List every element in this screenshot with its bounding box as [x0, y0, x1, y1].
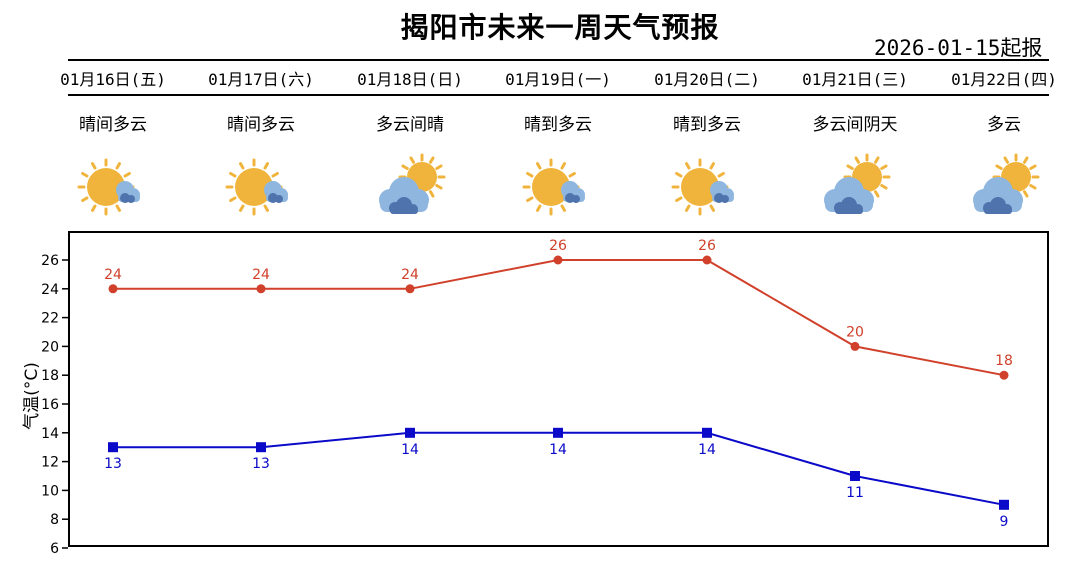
- y-tick-label: 18: [41, 368, 59, 384]
- day-date: 01月21日(三): [802, 70, 908, 89]
- cloudy-sunny-icon: [815, 152, 895, 222]
- y-tick-label: 22: [41, 311, 59, 327]
- y-tick-label: 26: [41, 253, 59, 269]
- high-temp-label: 26: [549, 238, 567, 254]
- sunny-partly-cloudy-icon: [518, 152, 598, 222]
- cloudy-sunny-icon: [370, 152, 450, 222]
- low-temp-label: 13: [252, 456, 270, 472]
- high-temp-point: [553, 255, 563, 265]
- high-temp-point: [850, 341, 860, 351]
- low-temp-label: 13: [104, 456, 122, 472]
- high-temp-label: 20: [846, 324, 864, 340]
- low-temp-point: [999, 499, 1009, 510]
- low-temp-label: 11: [846, 485, 864, 501]
- cloudy-sunny-icon: [964, 152, 1044, 222]
- y-tick-label: 8: [50, 512, 59, 528]
- y-tick-label: 20: [41, 339, 59, 355]
- y-tick-label: 14: [41, 426, 59, 442]
- low-temp-point: [553, 427, 563, 438]
- y-axis: 6 8 10 12 14 16 18 20 22 24 26 气温(°C): [22, 253, 68, 557]
- day-condition: 晴间多云: [79, 115, 147, 135]
- high-temp-label: 26: [698, 238, 716, 254]
- sunny-partly-cloudy-icon: [667, 152, 747, 222]
- page-title: 揭阳市未来一周天气预报: [400, 11, 720, 44]
- issue-date: 2026-01-15起报: [874, 36, 1043, 60]
- low-temp-point: [405, 427, 415, 438]
- day-condition: 晴到多云: [524, 115, 592, 135]
- day-date: 01月18日(日): [357, 70, 463, 89]
- day-date: 01月16日(五): [60, 70, 166, 89]
- high-temp-line: [113, 259, 1005, 377]
- day-condition: 晴间多云: [227, 115, 295, 135]
- high-temp-label: 24: [252, 267, 270, 283]
- high-temp-point: [256, 284, 266, 294]
- low-temp-label: 14: [698, 442, 716, 458]
- high-temp-label: 18: [995, 353, 1013, 369]
- high-temp-label: 24: [401, 267, 419, 283]
- day-date: 01月20日(二): [654, 70, 760, 89]
- y-tick-label: 24: [41, 282, 59, 298]
- sunny-partly-cloudy-icon: [73, 152, 153, 222]
- high-temp-point: [405, 284, 415, 294]
- high-temp-point: [108, 284, 118, 294]
- high-temp-point: [702, 255, 712, 265]
- low-temp-label: 9: [1000, 514, 1009, 530]
- day-condition: 晴到多云: [673, 115, 741, 135]
- sunny-partly-cloudy-icon: [221, 152, 301, 222]
- temperature-chart: 24 24 24 26 26 20 18 13 13 14 14 14 11 9: [104, 238, 1013, 530]
- low-temp-point: [702, 427, 712, 438]
- day-condition: 多云间晴: [376, 115, 444, 135]
- date-divider: [68, 94, 1049, 96]
- top-divider: [68, 59, 1049, 61]
- y-tick-label: 12: [41, 455, 59, 471]
- low-temp-label: 14: [401, 442, 419, 458]
- day-condition: 多云间阴天: [812, 115, 898, 135]
- chart-frame: 24 24 24 26 26 20 18 13 13 14 14 14 11 9: [68, 231, 1049, 547]
- day-condition: 多云: [987, 115, 1021, 135]
- low-temp-point: [850, 471, 860, 481]
- low-temp-point: [256, 442, 266, 453]
- low-temp-label: 14: [549, 442, 567, 458]
- day-date: 01月22日(四): [951, 70, 1057, 89]
- y-tick-label: 6: [50, 541, 59, 557]
- day-date: 01月17日(六): [208, 70, 314, 89]
- y-axis-label: 气温(°C): [22, 362, 42, 430]
- low-temp-point: [108, 442, 118, 453]
- day-date: 01月19日(一): [505, 70, 611, 89]
- high-temp-label: 24: [104, 267, 122, 283]
- y-tick-label: 10: [41, 483, 59, 499]
- y-tick-label: 16: [41, 397, 59, 413]
- high-temp-point: [999, 370, 1009, 380]
